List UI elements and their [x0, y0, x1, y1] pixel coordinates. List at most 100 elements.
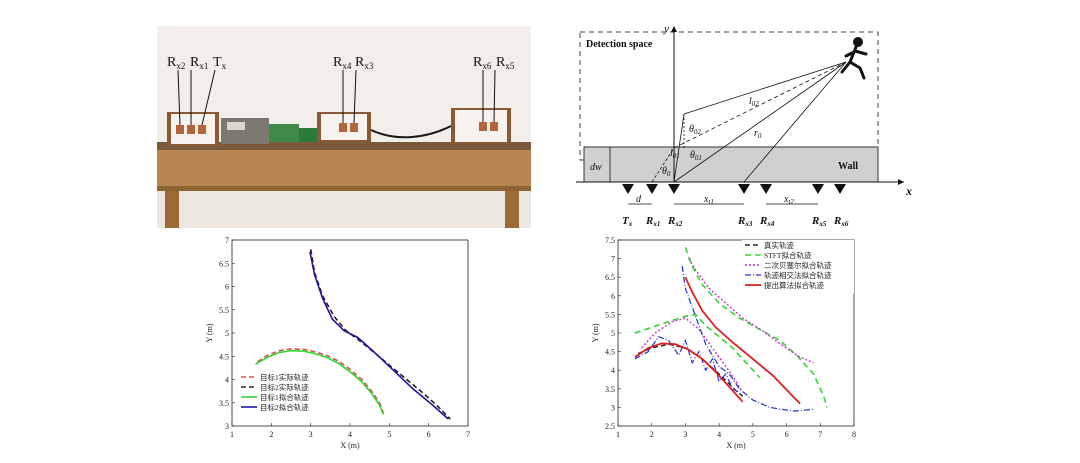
legend-label: 目标2拟合轨迹 — [260, 402, 309, 412]
wall — [583, 146, 879, 183]
photo-scene: Rx2 Rx1 Tx Rx4 Rx3 Rx6 Rx5 — [157, 26, 531, 228]
x-tick-label: 7 — [466, 430, 470, 439]
label-rx4: Rx4 — [333, 55, 352, 71]
person-icon — [840, 37, 868, 80]
y-tick-label: 2.5 — [605, 422, 615, 431]
xt1-label: xt1 — [703, 194, 714, 206]
chart-1-svg: 1 2 3 4 5 6 7 3 3.5 4 4.5 5 5.5 6 6.5 7 X (m) Y (m) 目标1实际轨… — [205, 236, 470, 450]
x-axis-label: X (m) — [340, 441, 360, 450]
x-tick-label: 4 — [717, 430, 721, 439]
x-axis-label: X (m) — [726, 441, 746, 450]
series-line-3 — [634, 335, 740, 394]
y-tick-label: 3.5 — [605, 385, 615, 394]
label-rx6: Rx6 — [473, 55, 492, 71]
series-line-2 — [255, 349, 385, 415]
x-tick-label: 3 — [309, 430, 313, 439]
x-tick-label: 3 — [683, 430, 687, 439]
detection-space-box — [579, 31, 879, 161]
y-tick-label: 5.5 — [605, 310, 615, 319]
series-line-5 — [684, 276, 801, 405]
series-line-4 — [634, 342, 744, 403]
label-rx1: Rx1 — [190, 55, 208, 71]
x-axis-label: x — [905, 184, 912, 198]
ant-tx: Tx — [622, 215, 633, 228]
series-line-2 — [641, 317, 744, 393]
y-tick-label: 4 — [611, 366, 615, 375]
chart-2-svg: 1 2 3 4 5 6 7 8 2.5 3 3.5 4 4.5 5 5.5 6 6.5 7 7.5 X (m) Y (m… — [591, 236, 856, 450]
series-line-0 — [257, 347, 385, 414]
legend-label: STFT拟合轨迹 — [764, 250, 812, 260]
trajectory-chart-2: 1 2 3 4 5 6 7 8 2.5 3 3.5 4 4.5 5 5.5 6 6.5 7 7.5 X (m) Y (m… — [580, 228, 880, 458]
x-tick-label: 2 — [269, 430, 273, 439]
l02-label: l02 — [749, 96, 759, 108]
l01-label: l01 — [670, 148, 680, 160]
legend-box — [238, 372, 318, 416]
d-label: d — [636, 194, 642, 205]
x-tick-label: 8 — [852, 430, 856, 439]
ant-rx5: Rx5 — [811, 215, 827, 228]
y-axis-label: y — [663, 23, 669, 35]
ant-rx1: Rx1 — [645, 215, 660, 228]
y-tick-label: 5 — [225, 329, 229, 338]
x-tick-label: 5 — [387, 430, 391, 439]
trajectory-chart-1: 1 2 3 4 5 6 7 3 3.5 4 4.5 5 5.5 6 6.5 7 X (m) Y (m) 目标1实际轨… — [200, 228, 490, 458]
y-tick-label: 6.5 — [219, 259, 229, 268]
ant-rx4: Rx4 — [759, 215, 775, 228]
y-tick-label: 7 — [611, 255, 615, 264]
label-rx3: Rx3 — [355, 55, 374, 71]
antenna-markers — [622, 184, 846, 194]
legend-label: 目标1拟合轨迹 — [260, 392, 309, 402]
detection-space-label: Detection space — [586, 39, 653, 50]
series-line-3 — [309, 251, 449, 420]
legend-label: 目标1实际轨迹 — [260, 372, 309, 382]
wall-label: Wall — [838, 161, 858, 172]
y-tick-label: 6 — [225, 283, 229, 292]
y-tick-label: 3 — [225, 422, 229, 431]
x-tick-label: 4 — [348, 430, 352, 439]
x-tick-label: 1 — [230, 430, 234, 439]
xt2-label: xt2 — [783, 194, 794, 206]
legend-label: 轨迹相交法拟合轨迹 — [764, 270, 832, 280]
x-tick-label: 7 — [818, 430, 822, 439]
legend-label: 目标2实际轨迹 — [260, 382, 309, 392]
x-tick-label: 6 — [427, 430, 431, 439]
y-tick-label: 5.5 — [219, 306, 229, 315]
legend-label: 真实轨迹 — [764, 240, 794, 250]
antenna-box-1 — [167, 112, 219, 146]
r0-label: r0 — [754, 128, 762, 140]
y-axis-label: Y (m) — [205, 323, 214, 342]
theta02-label: θ02 — [689, 124, 701, 136]
x-tick-label: 1 — [616, 430, 620, 439]
x-tick-label: 6 — [785, 430, 789, 439]
label-rx2: Rx2 — [167, 55, 185, 71]
y-tick-label: 3 — [611, 403, 615, 412]
theta01-label: θ01 — [690, 150, 702, 162]
legend-label: 二次贝塞尔拟合轨迹 — [764, 260, 832, 270]
y-tick-label: 4 — [225, 376, 229, 385]
ant-rx6: Rx6 — [833, 215, 849, 228]
y-tick-label: 4.5 — [605, 348, 615, 357]
y-tick-label: 4.5 — [219, 352, 229, 361]
geometry-diagram: Detection space Wall x y dw l02 l01 r0 θ… — [566, 18, 926, 234]
antenna-box-3 — [451, 108, 511, 144]
x-tick-label: 5 — [751, 430, 755, 439]
y-tick-label: 7 — [225, 236, 229, 245]
x-tick-label: 2 — [650, 430, 654, 439]
antenna-box-2 — [317, 112, 371, 142]
y-tick-label: 6 — [611, 292, 615, 301]
ant-rx3: Rx3 — [737, 215, 753, 228]
theta0-label: θ0 — [662, 166, 671, 178]
label-tx: Tx — [213, 55, 227, 71]
y-tick-label: 6.5 — [605, 273, 615, 282]
series-line-1 — [309, 249, 451, 420]
legend-label: 提出算法拟合轨迹 — [764, 280, 824, 290]
label-rx5: Rx5 — [496, 55, 515, 71]
series-line-1 — [634, 313, 761, 379]
y-tick-label: 5 — [611, 329, 615, 338]
series-line-7 — [688, 258, 814, 364]
y-axis-label: Y (m) — [591, 323, 600, 342]
hardware-photo: Rx2 Rx1 Tx Rx4 Rx3 Rx6 Rx5 — [157, 26, 531, 228]
ant-rx2: Rx2 — [667, 215, 683, 228]
